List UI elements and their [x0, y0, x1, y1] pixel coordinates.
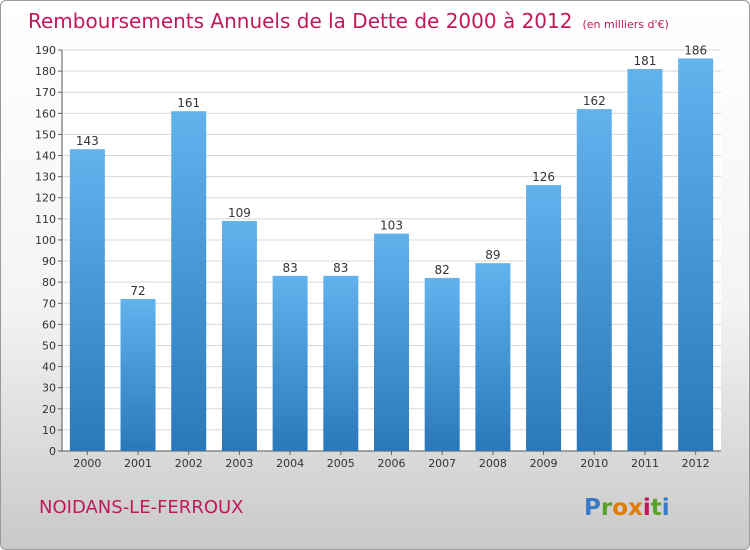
bar-value-label: 89: [485, 248, 500, 262]
y-tick-label: 100: [35, 234, 56, 247]
x-tick-label: 2000: [73, 457, 101, 470]
bar: [171, 111, 207, 451]
y-tick-label: 170: [35, 86, 56, 99]
bar-value-label: 143: [76, 134, 99, 148]
x-tick-label: 2009: [530, 457, 558, 470]
y-tick-label: 120: [35, 192, 56, 205]
y-tick-label: 110: [35, 213, 56, 226]
x-tick-label: 2001: [124, 457, 152, 470]
bar-value-label: 83: [333, 261, 348, 275]
y-tick-label: 80: [42, 276, 56, 289]
bar-value-label: 83: [282, 261, 297, 275]
x-tick-label: 2002: [175, 457, 203, 470]
x-tick-label: 2006: [378, 457, 406, 470]
y-tick-label: 0: [49, 445, 56, 458]
bar: [221, 220, 257, 451]
x-tick-label: 2012: [682, 457, 710, 470]
chart-title: Remboursements Annuels de la Dette de 20…: [28, 9, 669, 33]
bar: [272, 275, 308, 451]
logo-letter: t: [650, 495, 662, 521]
x-tick-label: 2003: [225, 457, 253, 470]
bar-value-label: 103: [380, 219, 403, 233]
bar: [576, 109, 612, 452]
y-tick-label: 50: [42, 339, 56, 352]
logo-letter: r: [600, 495, 613, 521]
bar-value-label: 126: [532, 170, 555, 184]
bar: [475, 263, 511, 451]
bar: [374, 233, 409, 451]
x-tick-label: 2004: [276, 457, 304, 470]
x-tick-label: 2008: [479, 457, 507, 470]
bar: [526, 185, 562, 452]
bar-value-label: 72: [130, 284, 145, 298]
bar: [424, 277, 460, 451]
x-tick-label: 2010: [580, 457, 608, 470]
logo-letter: i: [661, 495, 670, 521]
bar-value-label: 109: [228, 206, 251, 220]
y-tick-label: 10: [42, 424, 56, 437]
bar-value-label: 162: [583, 94, 606, 108]
y-tick-label: 130: [35, 171, 56, 184]
commune-name: NOIDANS-LE-FERROUX: [39, 497, 244, 518]
bar-value-label: 186: [684, 43, 707, 57]
y-tick-label: 180: [35, 65, 56, 78]
logo-letter: P: [584, 495, 601, 521]
x-tick-label: 2007: [428, 457, 456, 470]
bar-value-label: 161: [177, 96, 200, 110]
y-tick-label: 20: [42, 403, 56, 416]
x-tick-label: 2005: [327, 457, 355, 470]
y-tick-label: 190: [35, 44, 56, 57]
logo-letter: i: [642, 495, 651, 521]
bar: [120, 299, 156, 451]
bar: [69, 149, 105, 451]
y-tick-label: 150: [35, 128, 56, 141]
chart-title-main: Remboursements Annuels de la Dette de 20…: [28, 9, 573, 33]
y-tick-label: 30: [42, 382, 56, 395]
chart-unit-note: (en milliers d'€): [582, 18, 669, 31]
bar-value-label: 82: [435, 263, 450, 277]
y-tick-label: 140: [35, 150, 56, 163]
x-tick-label: 2011: [631, 457, 659, 470]
logo-letter: o: [612, 495, 629, 521]
y-tick-label: 160: [35, 107, 56, 120]
y-tick-label: 60: [42, 318, 56, 331]
y-tick-label: 40: [42, 361, 56, 374]
bar-value-label: 181: [634, 54, 657, 68]
proxiti-logo: Proxiti: [584, 495, 670, 521]
bar: [678, 58, 714, 451]
bar: [627, 68, 663, 451]
logo-letter: x: [628, 495, 643, 521]
y-tick-label: 90: [42, 255, 56, 268]
bar: [323, 275, 359, 451]
y-tick-label: 70: [42, 297, 56, 310]
